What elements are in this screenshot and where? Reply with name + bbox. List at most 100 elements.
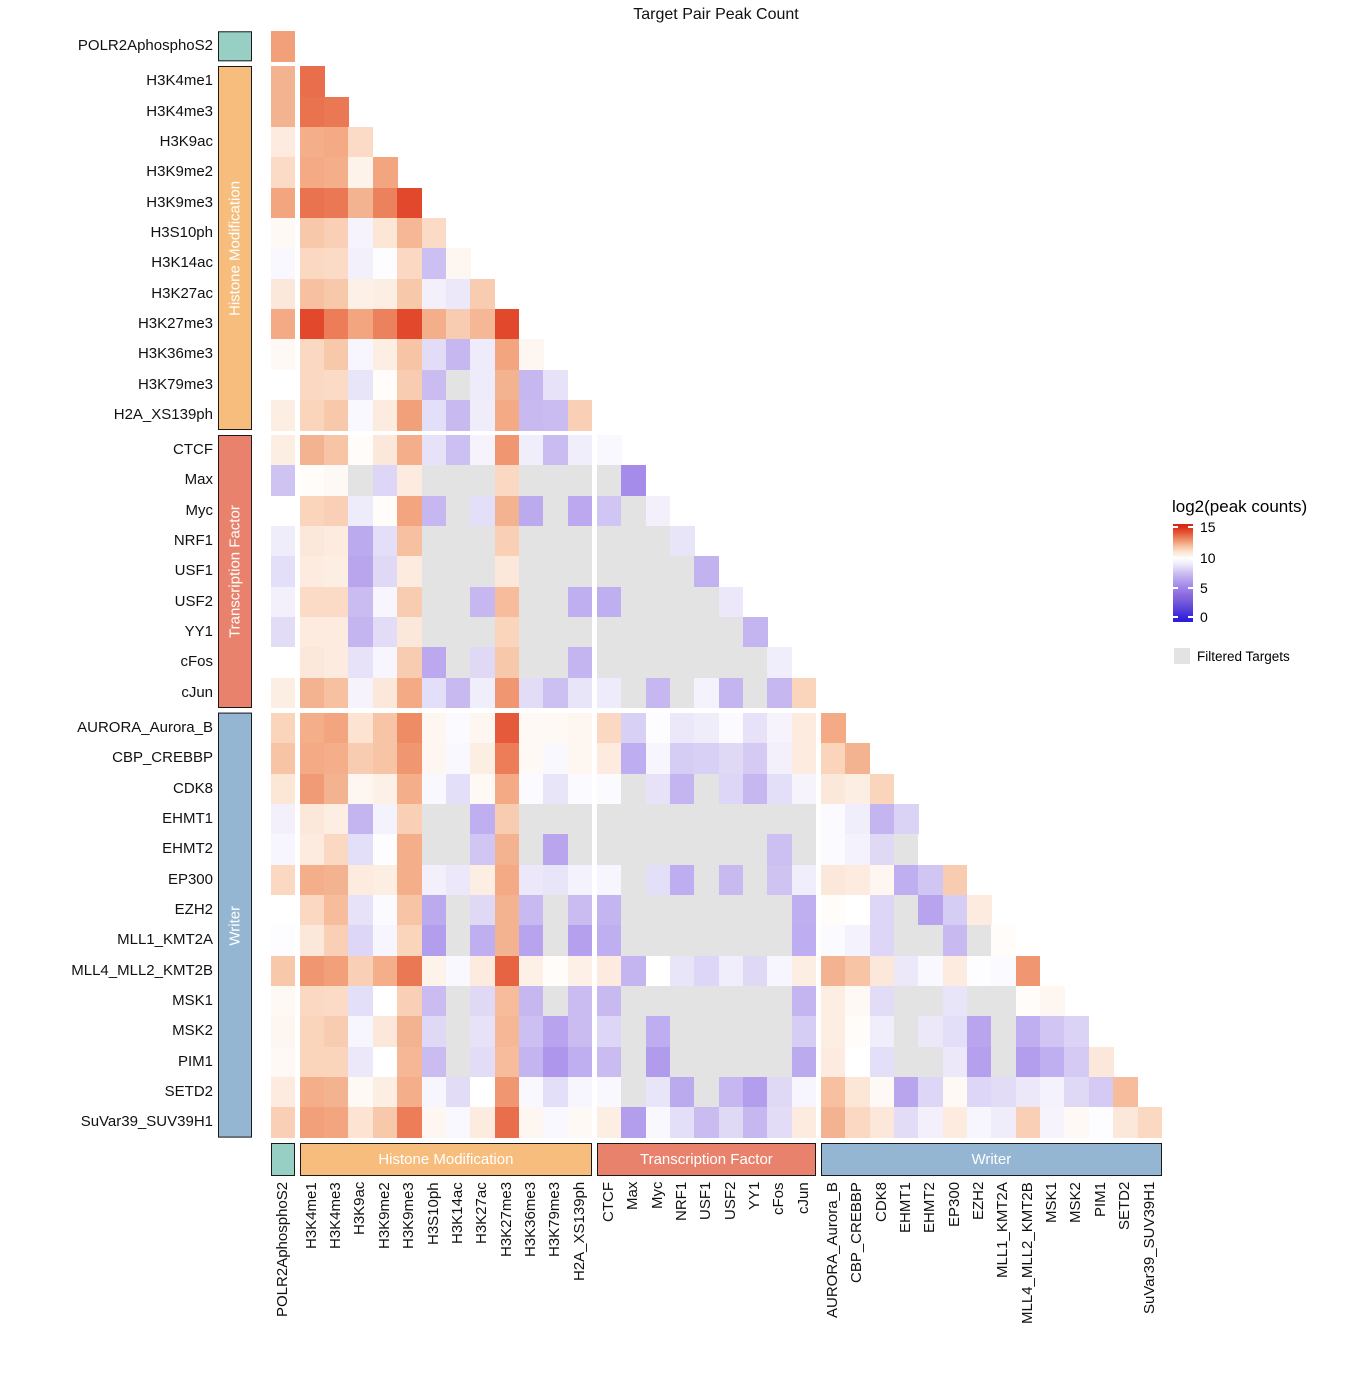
heatmap-cell bbox=[348, 369, 374, 401]
heatmap-cell bbox=[845, 985, 871, 1017]
heatmap-cell bbox=[372, 399, 398, 431]
column-group-bar: Histone Modification bbox=[299, 1143, 592, 1176]
heatmap-cell bbox=[494, 955, 520, 987]
heatmap-cell bbox=[1015, 1016, 1041, 1047]
heatmap-cell bbox=[270, 66, 296, 97]
heatmap-cell bbox=[518, 526, 544, 557]
heatmap-cell bbox=[543, 985, 569, 1017]
heatmap-cell bbox=[372, 435, 398, 466]
heatmap-cell bbox=[894, 894, 919, 926]
heatmap-cell bbox=[270, 617, 296, 648]
heatmap-cell bbox=[494, 339, 520, 370]
heatmap-cell bbox=[718, 1016, 744, 1047]
heatmap-cell bbox=[421, 556, 447, 588]
heatmap-cell bbox=[372, 526, 398, 557]
row-label: H3K9me3 bbox=[146, 193, 213, 211]
row-label: MLL1_KMT2A bbox=[117, 931, 213, 949]
heatmap-cell bbox=[567, 804, 593, 835]
heatmap-cell bbox=[694, 677, 720, 709]
heatmap-cell bbox=[470, 834, 495, 865]
heatmap-cell bbox=[791, 985, 817, 1017]
chart-title: Target Pair Peak Count bbox=[633, 6, 799, 23]
heatmap-cell bbox=[494, 399, 520, 431]
heatmap-cell bbox=[694, 556, 720, 588]
heatmap-cell bbox=[372, 894, 398, 926]
heatmap-cell bbox=[543, 369, 569, 401]
heatmap-cell bbox=[421, 465, 447, 497]
heatmap-cell bbox=[348, 399, 374, 431]
heatmap-cell bbox=[669, 804, 695, 835]
heatmap-cell bbox=[767, 1046, 793, 1078]
heatmap-cell bbox=[372, 677, 398, 709]
heatmap-cell bbox=[397, 465, 422, 497]
heatmap-cell bbox=[299, 985, 325, 1017]
heatmap-cell bbox=[348, 1076, 374, 1108]
heatmap-cell bbox=[348, 157, 374, 188]
heatmap-cell bbox=[543, 925, 569, 956]
column-label: MLL1_KMT2A bbox=[994, 1182, 1012, 1278]
heatmap-cell bbox=[845, 773, 871, 805]
heatmap-cell bbox=[645, 925, 671, 956]
heatmap-cell bbox=[421, 1107, 447, 1138]
heatmap-cell bbox=[621, 864, 646, 896]
heatmap-cell bbox=[645, 864, 671, 896]
heatmap-cell bbox=[372, 773, 398, 805]
colorbar-tick-mark bbox=[1188, 587, 1193, 589]
heatmap-cell bbox=[299, 399, 325, 431]
heatmap-cell bbox=[445, 465, 471, 497]
heatmap-cell bbox=[621, 586, 646, 618]
heatmap-cell bbox=[791, 677, 817, 709]
heatmap-cell bbox=[669, 834, 695, 865]
heatmap-cell bbox=[270, 985, 296, 1017]
heatmap-cell bbox=[518, 465, 544, 497]
heatmap-cell bbox=[596, 435, 622, 466]
column-label: Max bbox=[624, 1182, 642, 1211]
heatmap-cell bbox=[324, 773, 349, 805]
heatmap-cell bbox=[743, 677, 768, 709]
heatmap-cell bbox=[543, 1107, 569, 1138]
heatmap-cell bbox=[567, 399, 593, 431]
heatmap-cell bbox=[596, 1076, 622, 1108]
heatmap-cell bbox=[270, 217, 296, 249]
heatmap-cell bbox=[1015, 1046, 1041, 1078]
heatmap-cell bbox=[494, 526, 520, 557]
heatmap-cell bbox=[299, 925, 325, 956]
row-group-bar: Writer bbox=[218, 713, 252, 1138]
heatmap-cell bbox=[270, 864, 296, 896]
heatmap-cell bbox=[567, 713, 593, 744]
heatmap-cell bbox=[596, 985, 622, 1017]
heatmap-cell bbox=[494, 308, 520, 340]
heatmap-cell bbox=[470, 864, 495, 896]
heatmap-cell bbox=[299, 126, 325, 158]
heatmap-cell bbox=[397, 804, 422, 835]
heatmap-cell bbox=[894, 834, 919, 865]
heatmap-cell bbox=[372, 804, 398, 835]
heatmap-cell bbox=[348, 339, 374, 370]
heatmap-cell bbox=[324, 308, 349, 340]
heatmap-cell bbox=[445, 834, 471, 865]
heatmap-cell bbox=[372, 834, 398, 865]
heatmap-cell bbox=[397, 526, 422, 557]
heatmap-cell bbox=[397, 217, 422, 249]
heatmap-cell bbox=[645, 677, 671, 709]
heatmap-cell bbox=[918, 864, 944, 896]
heatmap-cell bbox=[596, 834, 622, 865]
heatmap-cell bbox=[743, 894, 768, 926]
heatmap-cell bbox=[470, 369, 495, 401]
heatmap-cell bbox=[918, 985, 944, 1017]
heatmap-cell bbox=[324, 1016, 349, 1047]
heatmap-cell bbox=[1088, 1076, 1114, 1108]
heatmap-cell bbox=[397, 586, 422, 618]
heatmap-cell bbox=[767, 804, 793, 835]
column-label: EHMT2 bbox=[921, 1182, 939, 1233]
heatmap-cell bbox=[621, 925, 646, 956]
heatmap-cell bbox=[543, 773, 569, 805]
row-label: CBP_CREBBP bbox=[112, 749, 213, 767]
colorbar-tick-mark bbox=[1188, 557, 1193, 559]
heatmap-cell bbox=[470, 526, 495, 557]
row-label: H3K9ac bbox=[159, 132, 213, 150]
heatmap-cell bbox=[372, 278, 398, 310]
heatmap-cell bbox=[543, 713, 569, 744]
heatmap-cell bbox=[445, 556, 471, 588]
heatmap-cell bbox=[397, 248, 422, 279]
